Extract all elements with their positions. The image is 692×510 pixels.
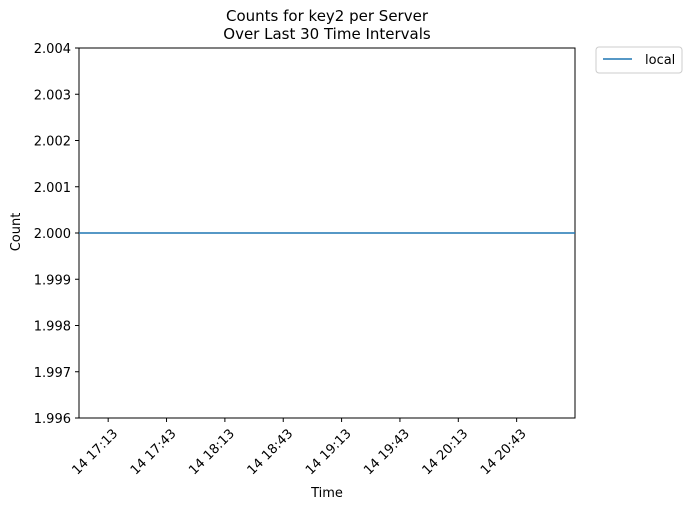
x-tick-label: 14 19:43 — [361, 426, 413, 478]
y-tick-label: 2.002 — [34, 135, 71, 150]
x-tick-label: 14 19:13 — [303, 426, 355, 478]
y-tick-label: 1.998 — [34, 320, 71, 335]
x-tick-label: 14 17:13 — [70, 426, 122, 478]
y-tick-label: 2.003 — [34, 88, 71, 103]
x-tick-label: 14 17:43 — [128, 426, 180, 478]
legend-box — [595, 46, 683, 74]
y-tick-label: 1.997 — [34, 366, 71, 381]
y-tick-label: 2.000 — [34, 227, 71, 242]
y-tick-label: 2.001 — [34, 181, 71, 196]
y-tick-label: 1.999 — [34, 273, 71, 288]
x-axis-ticks: 14 17:13 14 17:43 14 18:13 14 18:43 14 19:13… — [70, 418, 530, 478]
y-tick-label: 1.996 — [34, 412, 71, 427]
chart-title: Counts for key2 per Server — [226, 7, 429, 25]
x-tick-label: 14 20:13 — [420, 426, 472, 478]
x-tick-label: 14 18:43 — [245, 426, 297, 478]
x-tick-label: 14 20:43 — [478, 426, 530, 478]
x-axis-title: Time — [310, 486, 343, 501]
y-axis-title: Count — [9, 213, 24, 252]
chart-subtitle: Over Last 30 Time Intervals — [223, 25, 431, 43]
x-tick-label: 14 18:13 — [186, 426, 238, 478]
legend-entries: local — [603, 53, 675, 68]
legend: local — [595, 46, 683, 74]
legend-label: local — [645, 53, 675, 68]
y-axis-ticks: 1.996 1.997 1.998 1.999 2.000 2.001 2.002 2.003… — [34, 42, 79, 427]
plot-area: 1.996 1.997 1.998 1.999 2.000 2.001 2.002 2.003… — [34, 42, 576, 478]
y-tick-label: 2.004 — [34, 42, 71, 57]
